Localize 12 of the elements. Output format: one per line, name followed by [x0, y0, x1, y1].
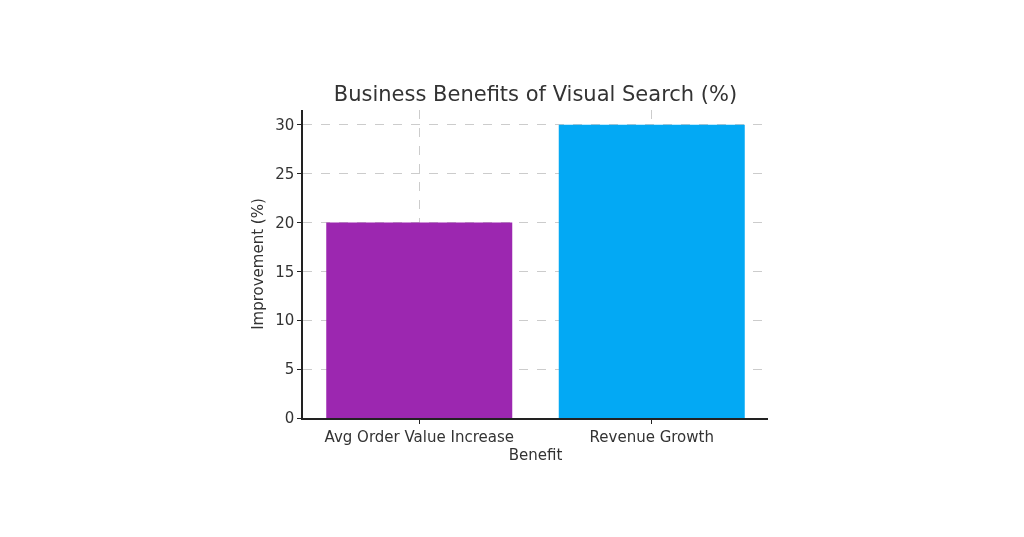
y-tick-label: 5 — [284, 360, 295, 379]
y-tick-label: 20 — [275, 213, 295, 232]
y-tick-label: 30 — [275, 115, 295, 134]
y-tick-label: 10 — [275, 311, 295, 330]
x-axis-title: Benefit — [508, 445, 563, 464]
y-tick-label: 15 — [275, 262, 295, 281]
y-tick-label: 25 — [275, 164, 295, 183]
y-axis-title: Improvement (%) — [248, 198, 267, 330]
x-tick-label: Revenue Growth — [589, 427, 714, 446]
x-tick-label: Avg Order Value Increase — [324, 427, 514, 446]
chart-title: Business Benefits of Visual Search (%) — [333, 82, 738, 107]
y-tick-label: 0 — [284, 409, 295, 428]
